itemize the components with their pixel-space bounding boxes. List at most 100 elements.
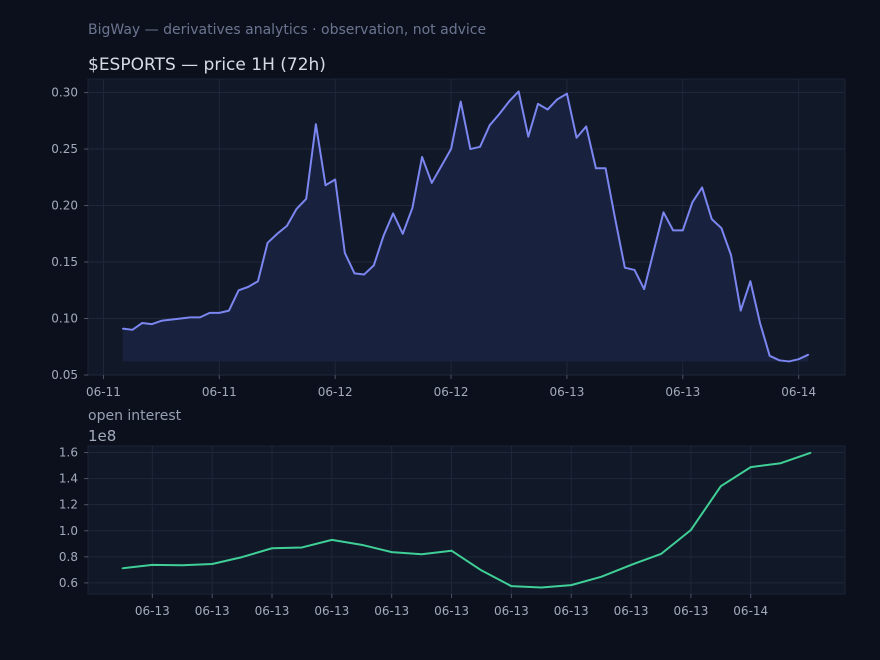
data-point bbox=[237, 289, 240, 292]
data-point bbox=[537, 103, 539, 105]
data-point bbox=[720, 227, 723, 229]
data-point bbox=[392, 212, 394, 215]
data-point bbox=[360, 544, 363, 546]
data-point bbox=[788, 360, 790, 363]
data-point bbox=[488, 124, 491, 127]
data-point bbox=[315, 123, 317, 125]
data-point bbox=[150, 323, 153, 325]
data-point bbox=[480, 569, 483, 572]
x-tick-label: 06-11 bbox=[202, 385, 237, 399]
data-point bbox=[179, 317, 182, 320]
y-tick-label: 0.30 bbox=[51, 86, 78, 100]
data-point bbox=[643, 288, 645, 290]
data-point bbox=[630, 564, 632, 566]
oi-x-axis: 06-13 06-13 06-13 06-13 06-13 06-13 06-13 06-13… bbox=[135, 594, 768, 618]
data-point bbox=[749, 466, 752, 468]
price-chart-title: $ESPORTS — price 1H (72h) bbox=[88, 55, 326, 75]
data-point bbox=[546, 108, 549, 111]
data-point bbox=[363, 273, 365, 276]
data-point bbox=[160, 319, 163, 322]
data-point bbox=[759, 322, 761, 324]
oi-grid bbox=[88, 446, 845, 594]
data-point bbox=[469, 148, 472, 150]
data-point bbox=[575, 136, 578, 139]
data-point bbox=[247, 286, 250, 288]
data-point bbox=[121, 327, 124, 330]
page-subtitle: BigWay — derivatives analytics · observa… bbox=[88, 22, 486, 38]
data-point bbox=[809, 451, 812, 454]
x-tick-label: 06-13 bbox=[434, 604, 469, 618]
data-point bbox=[730, 254, 732, 257]
data-point bbox=[479, 145, 481, 148]
x-tick-label: 06-13 bbox=[614, 604, 649, 618]
x-tick-label: 06-13 bbox=[314, 604, 349, 618]
data-point bbox=[681, 229, 684, 232]
price-series-line bbox=[122, 90, 809, 363]
x-tick-label: 06-13 bbox=[195, 604, 230, 618]
data-point bbox=[228, 309, 230, 312]
y-tick-label: 0.05 bbox=[51, 368, 78, 382]
data-point bbox=[241, 556, 243, 558]
data-point bbox=[604, 167, 607, 170]
y-tick-label: 0.8 bbox=[59, 550, 78, 564]
data-point bbox=[141, 322, 143, 324]
data-point bbox=[301, 546, 303, 549]
data-point bbox=[778, 359, 781, 362]
oi-chart-title: open interest bbox=[88, 408, 182, 424]
data-point bbox=[324, 184, 327, 186]
data-point bbox=[653, 249, 655, 252]
x-tick-label: 06-13 bbox=[549, 385, 584, 399]
data-point bbox=[749, 280, 752, 283]
x-tick-label: 06-13 bbox=[494, 604, 529, 618]
data-point bbox=[691, 201, 694, 203]
data-point bbox=[450, 148, 452, 150]
price-y-axis: 0.05 0.10 0.15 0.20 0.25 0.30 bbox=[51, 86, 88, 382]
data-point bbox=[390, 551, 393, 553]
data-point bbox=[411, 206, 414, 209]
price-points bbox=[121, 90, 810, 363]
data-point bbox=[211, 563, 213, 565]
oi-points bbox=[121, 451, 812, 589]
data-point bbox=[382, 235, 385, 237]
x-tick-label: 06-11 bbox=[86, 385, 121, 399]
data-point bbox=[344, 252, 346, 254]
x-tick-label: 06-13 bbox=[665, 385, 700, 399]
data-point bbox=[624, 266, 626, 269]
price-area-fill bbox=[122, 91, 809, 362]
data-point bbox=[430, 182, 433, 184]
data-point bbox=[373, 264, 375, 267]
data-point bbox=[421, 156, 423, 158]
x-tick-label: 06-12 bbox=[434, 385, 469, 399]
data-point bbox=[595, 167, 597, 170]
data-point bbox=[286, 225, 288, 227]
data-point bbox=[121, 567, 124, 570]
price-x-axis: 06-11 06-11 06-12 06-12 06-13 06-13 06-14 bbox=[86, 375, 816, 399]
data-point bbox=[720, 485, 722, 487]
data-point bbox=[556, 98, 559, 101]
y-tick-label: 1.4 bbox=[59, 472, 78, 486]
data-point bbox=[710, 218, 713, 220]
y-tick-label: 1.2 bbox=[59, 498, 78, 512]
y-tick-label: 1.0 bbox=[59, 524, 78, 538]
data-point bbox=[420, 553, 423, 556]
data-point bbox=[768, 354, 771, 357]
data-point bbox=[527, 135, 530, 138]
data-point bbox=[662, 211, 665, 214]
y-tick-label: 1.6 bbox=[59, 446, 78, 460]
data-point bbox=[498, 113, 501, 115]
oi-chart: 0.60.81.01.21.41.6 06-13 06-13 06-13 06-13 0… bbox=[59, 445, 846, 618]
data-point bbox=[276, 232, 279, 235]
x-tick-label: 06-13 bbox=[135, 604, 170, 618]
data-point bbox=[334, 178, 336, 181]
data-point bbox=[797, 358, 800, 360]
data-point bbox=[660, 553, 662, 555]
data-point bbox=[353, 272, 356, 275]
data-point bbox=[566, 92, 568, 95]
y-tick-label: 0.25 bbox=[51, 142, 78, 156]
data-point bbox=[131, 329, 134, 331]
data-point bbox=[440, 165, 443, 167]
oi-scale-label: 1e8 bbox=[88, 427, 116, 445]
y-tick-label: 0.10 bbox=[51, 312, 78, 326]
data-point bbox=[517, 90, 520, 93]
